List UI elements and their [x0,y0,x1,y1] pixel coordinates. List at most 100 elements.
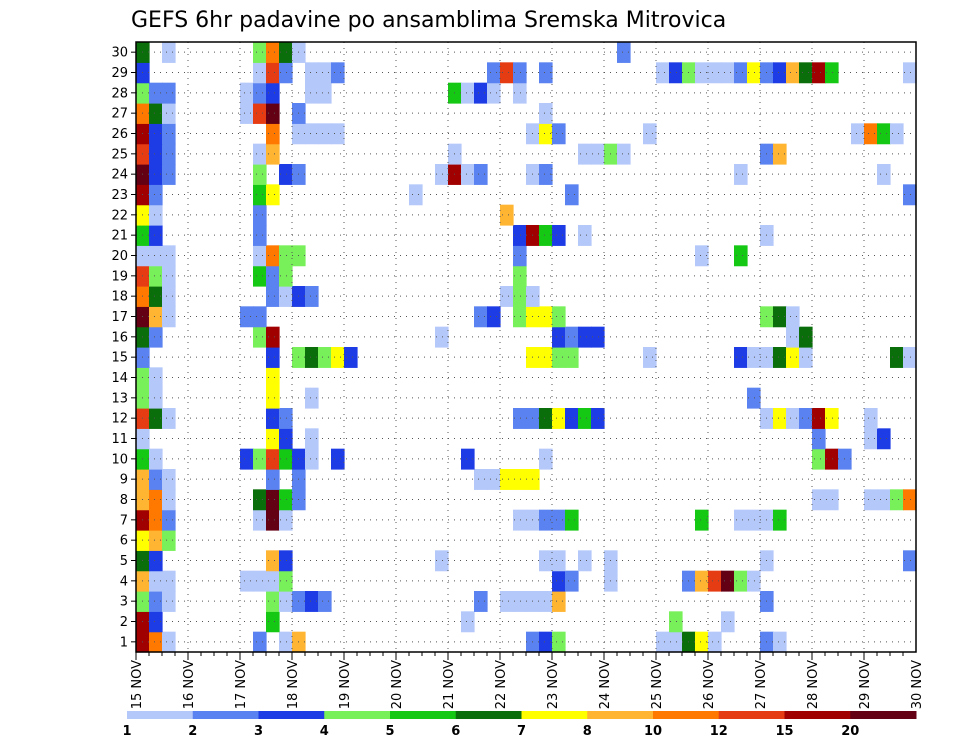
y-tick-label: 15 [111,351,128,366]
heatmap-cell [825,448,839,470]
heatmap-cell [305,448,319,470]
heatmap-cell [318,123,332,145]
heatmap-cell [253,42,267,63]
heatmap-cell [773,631,787,653]
heatmap-cell [162,103,176,124]
legend-label: 6 [451,724,460,739]
y-tick-label: 19 [111,269,128,284]
heatmap-cell [643,123,657,145]
y-tick-label: 3 [120,595,128,610]
heatmap-cell [539,408,553,429]
heatmap-cell [669,611,683,633]
heatmap-cell [734,245,748,267]
heatmap-cell [266,448,280,470]
heatmap-cell [162,570,176,592]
x-tick-label: 18 NOV [286,660,301,709]
heatmap-cell [279,550,293,572]
heatmap-cell [162,265,176,287]
color-legend: 1 2 3 4 5 6 7 8 10 12 15 20 [122,711,917,739]
heatmap-cell [279,245,293,267]
heatmap-cell [409,184,423,206]
heatmap-cell [825,408,839,429]
heatmap-cell [552,591,566,612]
heatmap-cell [786,62,800,84]
legend-label: 2 [188,724,197,739]
heatmap-cell [149,489,163,511]
heatmap-cell [162,164,176,185]
heatmap-cell [708,62,722,84]
heatmap-cell [812,62,826,84]
heatmap-cell [461,448,475,470]
heatmap-cell [825,62,839,84]
heatmap-cell [591,326,605,348]
heatmap-cell [149,631,163,653]
heatmap-cell [149,143,163,165]
heatmap-cell [149,326,163,348]
heatmap-cell [513,245,527,267]
heatmap-cell [552,326,566,348]
x-tick-label: 25 NOV [650,660,665,709]
heatmap-cell [149,265,163,287]
y-tick-label: 9 [120,473,128,488]
heatmap-cell [799,62,813,84]
heatmap-cell [149,204,163,226]
heatmap-cell [513,265,527,287]
heatmap-cell [747,509,761,531]
heatmap-cell [773,408,787,429]
y-axis: 1234567891011121314151617181920212223242… [111,46,136,650]
heatmap-cell [864,489,878,511]
heatmap-cell [162,286,176,307]
legend-swatch [324,711,391,719]
heatmap-cell [253,509,267,531]
heatmap-cell [266,103,280,124]
heatmap-cell [812,428,826,450]
x-tick-label: 26 NOV [702,660,717,709]
heatmap-cell [903,184,917,206]
grid-lines [136,42,916,652]
heatmap-cell [266,367,280,389]
heatmap-cell [552,306,566,328]
legend-swatch [718,711,785,719]
heatmap-cell [162,469,176,490]
heatmap-cell [149,469,163,490]
heatmap-cell [149,82,163,104]
heatmap-cell [162,408,176,429]
heatmap-cell [578,326,592,348]
heatmap-cell [344,347,358,368]
heatmap-cell [565,347,579,368]
heatmap-cell [513,469,527,490]
heatmap-cell [266,245,280,267]
heatmap-cell [305,387,319,409]
heatmap-cell [149,509,163,531]
heatmap-cell [877,489,891,511]
legend-label: 15 [775,724,793,739]
chart-title: GEFS 6hr padavine po ansamblima Sremska … [131,8,726,33]
heatmap-cell [474,82,488,104]
heatmap-cell [162,489,176,511]
heatmap-cell [786,347,800,368]
heatmap-cell [799,326,813,348]
heatmap-cell [461,611,475,633]
heatmap-cell [279,489,293,511]
heatmap-cell [331,347,345,368]
heatmap-cell [890,123,904,145]
heatmap-cell [305,591,319,612]
y-tick-label: 20 [111,249,128,264]
heatmap-cell [721,611,735,633]
heatmap-cell [552,631,566,653]
heatmap-cell [253,164,267,185]
x-tick-label: 19 NOV [338,660,353,709]
heatmap-cell [487,62,501,84]
legend-label: 12 [710,724,728,739]
y-tick-label: 11 [111,432,128,447]
y-tick-label: 7 [120,513,128,528]
heatmap-cell [149,184,163,206]
heatmap-cell [903,489,917,511]
heatmap-cell [513,408,527,429]
heatmap-cell [266,509,280,531]
heatmap-cell [253,448,267,470]
heatmap-cell [318,347,332,368]
y-tick-label: 30 [111,46,128,61]
heatmap-cell [149,103,163,124]
